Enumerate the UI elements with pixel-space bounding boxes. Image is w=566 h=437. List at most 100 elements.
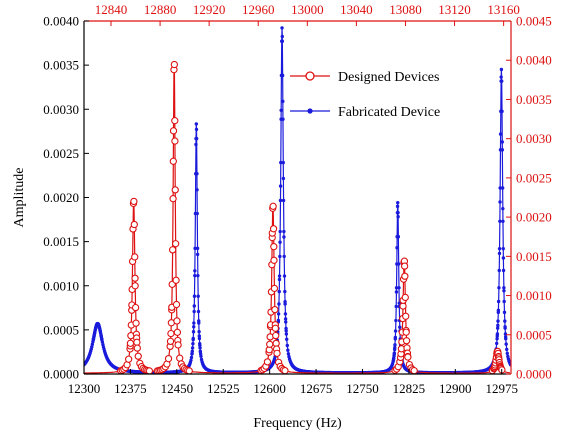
fabricated-point: [279, 108, 283, 112]
designed-point: [271, 305, 279, 314]
designed-point: [173, 317, 181, 325]
fabricated-point: [500, 148, 505, 152]
fabricated-point: [495, 326, 500, 330]
fabricated-point: [278, 240, 282, 244]
y-right-tick-label: 0.0040: [516, 53, 552, 68]
fabricated-point: [396, 210, 400, 215]
fabricated-point: [284, 329, 288, 333]
fabricated-point: [499, 67, 504, 72]
y-right-tick-label: 0.0045: [516, 14, 552, 29]
fabricated-point: [282, 254, 286, 259]
y-left-tick-label: 0.0035: [43, 58, 79, 73]
fabricated-point: [496, 319, 500, 323]
fabricated-point: [194, 122, 199, 126]
designed-point: [273, 349, 281, 357]
fabricated-point: [280, 39, 285, 43]
fabricated-point: [199, 354, 203, 358]
fabricated-point: [498, 186, 502, 190]
fabricated-point: [394, 318, 398, 323]
designed-point: [172, 300, 181, 309]
fabricated-point: [396, 262, 401, 266]
fabricated-point: [282, 229, 286, 234]
x-top-tick-label: 13120: [438, 2, 471, 17]
fabricated-point: [278, 229, 282, 234]
x-bottom-tick-label: 12750: [346, 381, 379, 396]
fabricated-point: [281, 160, 285, 165]
x-top-tick-label: 13000: [291, 2, 324, 17]
x-bottom-tick-label: 12375: [114, 381, 147, 396]
designed-point: [404, 353, 412, 361]
fabricated-point: [496, 299, 501, 304]
fabricated-point: [503, 326, 507, 330]
fabricated-point: [496, 308, 501, 313]
fabricated-point: [501, 206, 505, 211]
designed-point: [402, 337, 411, 345]
designed-point: [164, 354, 173, 363]
fabricated-point: [284, 332, 289, 336]
fabricated-point: [397, 286, 401, 290]
legend-designed-marker: [305, 71, 315, 81]
designed-point: [400, 262, 409, 270]
axes: 12300 12375 12450 12525 12600 12675 12750 12825…: [12, 2, 552, 431]
x-top-tick-label: 12920: [193, 2, 226, 17]
legend-designed-label: Designed Devices: [338, 70, 439, 85]
y-right-tick-label: 0.0020: [516, 210, 552, 225]
y-axis-title: Amplitude: [12, 168, 27, 228]
fabricated-point: [193, 273, 197, 278]
plot-area: [84, 26, 511, 374]
fabricated-point: [502, 310, 507, 315]
designed-point: [173, 328, 182, 336]
fabricated-point: [192, 309, 196, 314]
fabricated-point: [278, 198, 283, 203]
designed-point: [132, 319, 140, 327]
fabricated-point: [276, 318, 281, 323]
designed-point: [169, 195, 177, 203]
y-left-tick-label: 0.0040: [43, 14, 79, 29]
designed-point: [271, 324, 280, 332]
fabricated-point: [281, 176, 286, 181]
fabricated-point: [281, 117, 285, 121]
fabricated-point: [283, 289, 287, 294]
designed-point: [170, 60, 179, 69]
fabricated-point: [197, 330, 201, 334]
fabricated-point: [396, 235, 401, 239]
fabricated-point: [193, 269, 197, 273]
designed-point: [402, 312, 410, 320]
fabricated-point: [497, 246, 502, 251]
y-right-tick-label: 0.0015: [516, 249, 552, 264]
fabricated-point: [503, 319, 507, 323]
y-left-tick-label: 0.0030: [43, 102, 79, 117]
designed-point: [401, 272, 409, 280]
y-right-tick-label: 0.0005: [516, 327, 552, 342]
designed-point: [131, 303, 140, 312]
fabricated-point: [197, 336, 202, 341]
fabricated-point: [90, 342, 95, 347]
fabricated-point: [277, 289, 281, 294]
fabricated-point: [277, 274, 282, 278]
fabricated-point: [278, 254, 282, 259]
fabricated-point: [191, 330, 196, 334]
x-top-tick-label: 12840: [95, 2, 128, 17]
fabricated-point: [194, 127, 199, 132]
fabricated-series-markers: [84, 26, 511, 374]
x-axis-title: Frequency (Hz): [253, 416, 342, 431]
fabricated-point: [393, 343, 397, 347]
fabricated-point: [100, 340, 105, 344]
fabricated-point: [501, 268, 506, 273]
designed-point: [134, 352, 142, 360]
fabricated-point: [504, 342, 508, 346]
x-bottom-tick-label: 12825: [393, 381, 426, 396]
designed-point: [171, 117, 179, 125]
designed-point: [269, 202, 277, 210]
designed-point: [145, 367, 154, 374]
fabricated-point: [284, 320, 288, 324]
designed-point: [125, 355, 133, 363]
fabricated-point: [394, 286, 399, 290]
fabricated-point: [282, 235, 286, 239]
fabricated-point: [282, 274, 287, 278]
fabricated-point: [196, 294, 200, 298]
fabricated-point: [190, 349, 194, 353]
fabricated-point: [393, 346, 397, 350]
fabricated-point: [393, 329, 398, 333]
